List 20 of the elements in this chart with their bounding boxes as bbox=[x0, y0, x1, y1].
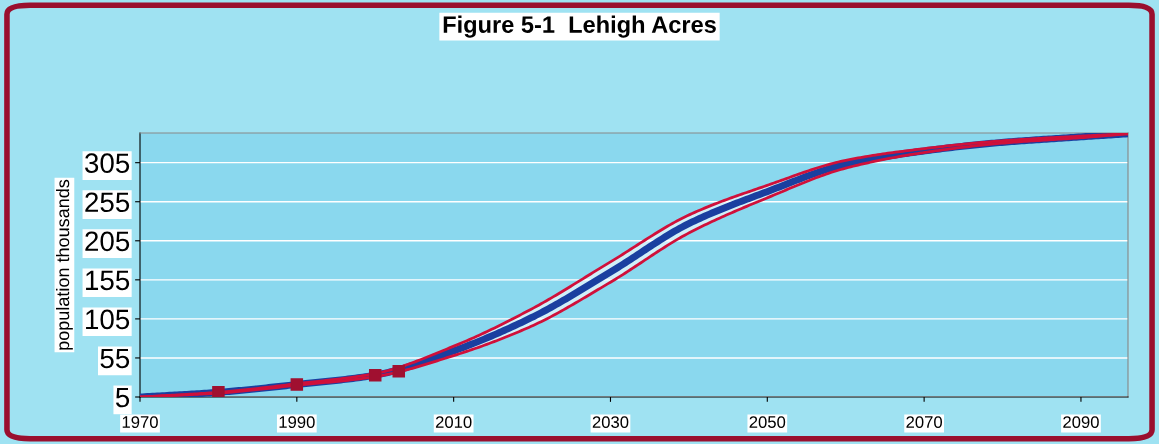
x-tick-label: 1970 bbox=[122, 416, 158, 428]
y-tick-label: 305 bbox=[85, 153, 130, 174]
y-tick-label: 55 bbox=[100, 348, 130, 369]
point bbox=[392, 364, 406, 378]
x-tick-label: 2090 bbox=[1063, 416, 1099, 428]
point bbox=[212, 386, 225, 397]
x-tick-label: 2070 bbox=[906, 416, 943, 428]
y-tick-label: 105 bbox=[86, 309, 130, 330]
x-tick-label: 2050 bbox=[749, 416, 786, 428]
x-tick-label: 1990 bbox=[279, 416, 315, 428]
y-tick-label: 5 bbox=[115, 387, 130, 408]
point bbox=[368, 368, 382, 382]
chart-title: Figure 5-1 Lehigh Acres bbox=[443, 15, 716, 38]
x-tick-label: 2030 bbox=[592, 416, 629, 428]
y-axis-title: population thousands bbox=[55, 179, 73, 350]
y-tick-label: 155 bbox=[86, 270, 130, 291]
x-tick-label: 2010 bbox=[435, 416, 472, 428]
y-tick-label: 205 bbox=[85, 231, 130, 252]
y-tick-label: 255 bbox=[85, 192, 130, 213]
point bbox=[290, 378, 304, 391]
